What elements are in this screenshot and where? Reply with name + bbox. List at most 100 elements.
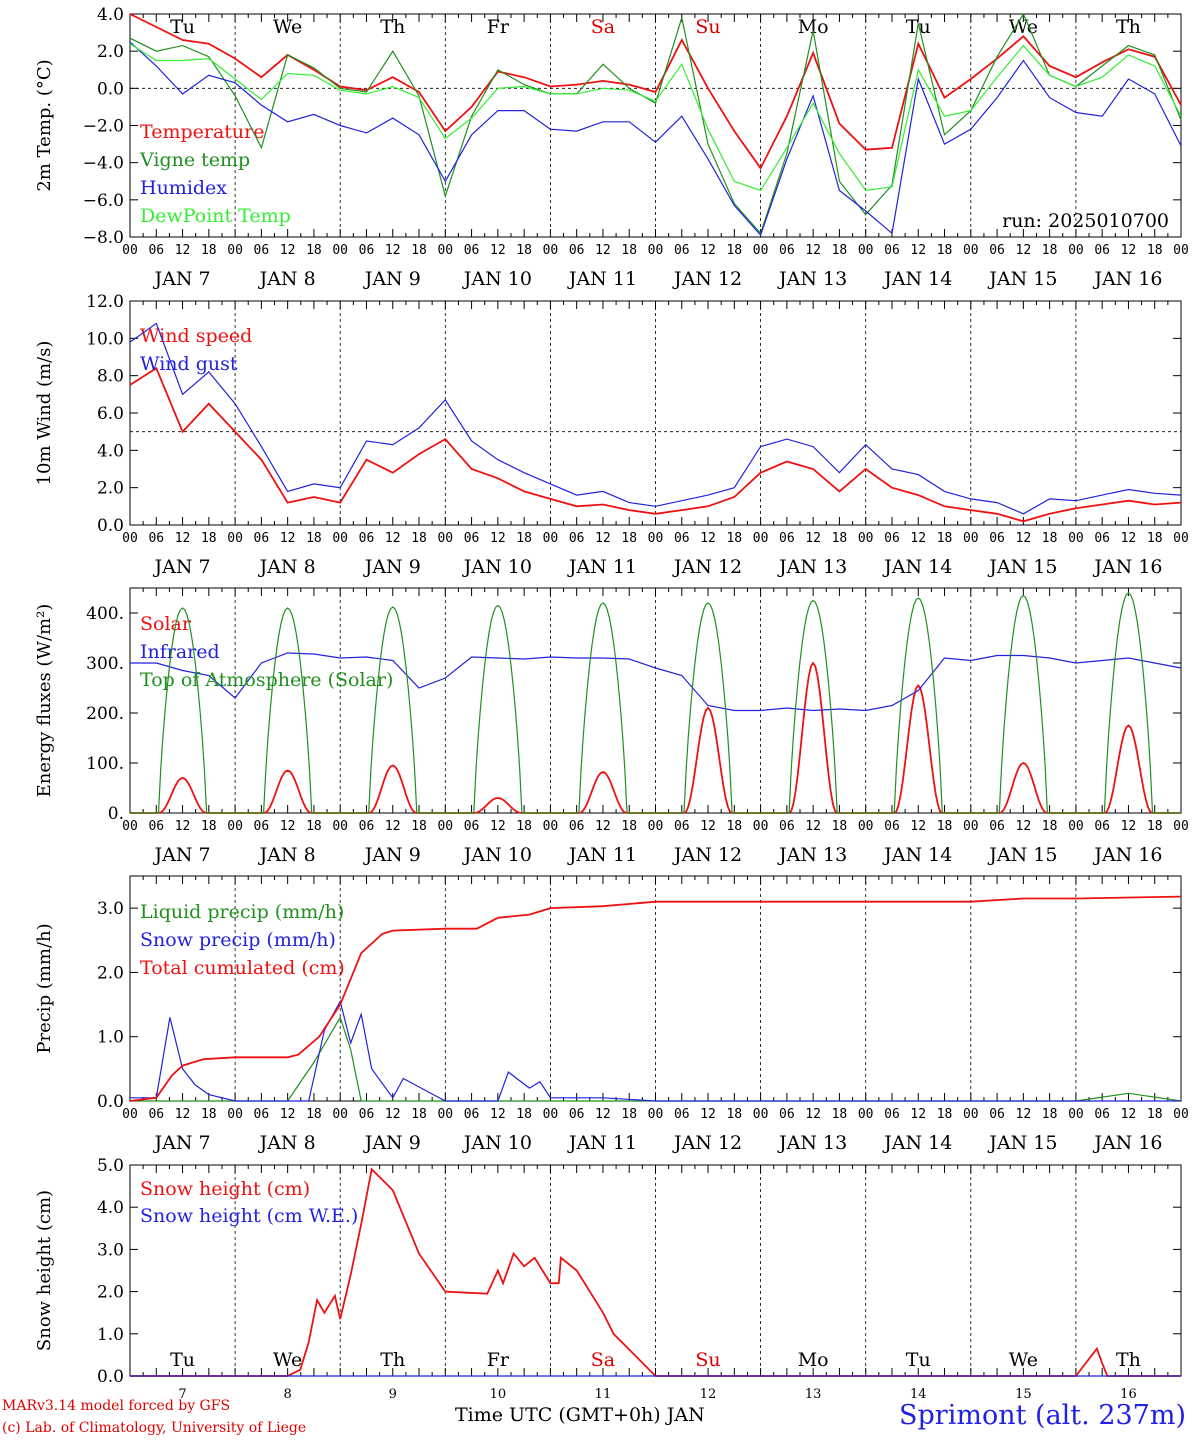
- y-tick-label: 0.: [108, 804, 124, 824]
- legend-entry: Infrared: [140, 641, 220, 663]
- x-hour-label: 00: [753, 531, 769, 546]
- x-hour-label: 06: [569, 819, 585, 834]
- x-hour-label: 06: [779, 1107, 795, 1122]
- x-hour-label: 06: [674, 531, 690, 546]
- weekday-label: Th: [1116, 16, 1141, 38]
- x-hour-label: 06: [464, 1107, 480, 1122]
- y-tick-label: 3.0: [97, 1240, 124, 1260]
- x-day-label: JAN 12: [672, 844, 742, 866]
- x-hour-label: 12: [175, 1107, 191, 1122]
- plot-frame: [129, 13, 1182, 238]
- x-hour-label: 12: [1121, 531, 1137, 546]
- x-hour-label: 12: [175, 819, 191, 834]
- x-day-label: JAN 11: [567, 844, 637, 866]
- x-day-number: 13: [805, 1387, 822, 1402]
- x-hour-label: 18: [1147, 531, 1163, 546]
- x-day-label: JAN 7: [153, 844, 211, 866]
- y-tick-label: 100.: [86, 754, 124, 774]
- x-hour-label: 06: [884, 819, 900, 834]
- x-hour-label: 06: [254, 1107, 270, 1122]
- x-day-number: 15: [1015, 1387, 1032, 1402]
- x-hour-label: 18: [411, 243, 427, 258]
- x-hour-label: 12: [595, 1107, 611, 1122]
- x-hour-label: 06: [989, 819, 1005, 834]
- run-annotation: run: 2025010700: [1002, 210, 1169, 232]
- x-hour-label: 00: [753, 1107, 769, 1122]
- weekday-label: Th: [380, 1349, 405, 1371]
- x-hour-label: 00: [227, 1107, 243, 1122]
- x-hour-label: 00: [858, 819, 874, 834]
- x-day-label: JAN 8: [258, 1132, 316, 1154]
- x-hour-label: 18: [621, 531, 637, 546]
- x-day-number: 12: [700, 1387, 717, 1402]
- x-hour-label: 12: [700, 1107, 716, 1122]
- x-day-label: JAN 8: [258, 268, 316, 290]
- x-hour-label: 12: [805, 819, 821, 834]
- y-tick-label: −6.0: [83, 191, 124, 211]
- series-line-blue: [129, 41, 1182, 237]
- series-line-lime: [129, 43, 1182, 192]
- x-hour-label: 06: [989, 531, 1005, 546]
- x-hour-label: 12: [175, 243, 191, 258]
- series-line-blue: [130, 999, 1181, 1102]
- x-day-label: JAN 9: [363, 844, 421, 866]
- x-hour-label: 18: [1147, 1107, 1163, 1122]
- x-hour-label: 00: [122, 819, 138, 834]
- weekday-label: Th: [1116, 1349, 1141, 1371]
- x-hour-label: 18: [726, 531, 742, 546]
- x-hour-label: 12: [385, 819, 401, 834]
- x-hour-label: 00: [227, 243, 243, 258]
- x-hour-label: 00: [858, 243, 874, 258]
- x-hour-label: 18: [1042, 531, 1058, 546]
- legend-entry: Total cumulated (cm): [140, 957, 345, 979]
- y-tick-label: 1.0: [97, 1325, 124, 1345]
- x-hour-label: 12: [700, 819, 716, 834]
- y-tick-label: 5.0: [97, 1156, 124, 1176]
- chart-panel-5: 5.0 4.0 3.0 2.0 1.0 0.0 Snow height (cm) 7 8 9 10 1…: [34, 1156, 1182, 1402]
- y-tick-label: 8.0: [97, 367, 124, 387]
- x-day-label: JAN 9: [363, 556, 421, 578]
- x-hour-label: 18: [1042, 819, 1058, 834]
- x-hour-label: 12: [805, 531, 821, 546]
- x-hour-label: 06: [148, 531, 164, 546]
- x-hour-label: 00: [963, 1107, 979, 1122]
- x-day-number: 9: [389, 1387, 397, 1402]
- plot-frame: [129, 587, 1182, 814]
- weekday-label: We: [1009, 16, 1038, 38]
- series-line-green: [129, 12, 1182, 235]
- x-hour-label: 00: [122, 1107, 138, 1122]
- y-tick-label: 0.0: [97, 516, 124, 536]
- x-day-label: JAN 13: [777, 844, 847, 866]
- x-hour-label: 18: [832, 819, 848, 834]
- y-tick-label: −8.0: [83, 228, 124, 248]
- x-hour-label: 12: [910, 243, 926, 258]
- legend-entry: DewPoint Temp: [140, 205, 291, 227]
- y-tick-label: 0.0: [97, 79, 124, 99]
- x-hour-label: 06: [359, 243, 375, 258]
- legend-entry: Wind speed: [140, 325, 252, 347]
- weekday-label: We: [273, 1349, 302, 1371]
- x-hour-label: 18: [411, 1107, 427, 1122]
- x-day-label: JAN 13: [777, 556, 847, 578]
- x-hour-label: 18: [306, 531, 322, 546]
- x-hour-label: 06: [464, 243, 480, 258]
- x-hour-label: 18: [306, 1107, 322, 1122]
- x-day-label: JAN 14: [882, 844, 952, 866]
- y-tick-label: 400.: [86, 604, 124, 624]
- x-day-label: JAN 12: [672, 1132, 742, 1154]
- x-hour-label: 00: [648, 531, 664, 546]
- x-day-label: JAN 11: [567, 556, 637, 578]
- x-day-label: JAN 9: [363, 268, 421, 290]
- y-axis-label: 10m Wind (m/s): [34, 341, 55, 486]
- x-hour-label: 06: [254, 243, 270, 258]
- y-tick-label: 6.0: [97, 404, 124, 424]
- x-hour-label: 12: [595, 819, 611, 834]
- x-hour-label: 12: [385, 1107, 401, 1122]
- x-hour-label: 12: [1016, 243, 1032, 258]
- x-hour-label: 00: [1068, 819, 1084, 834]
- weekday-label: Tu: [906, 1349, 931, 1371]
- x-hour-label: 18: [621, 819, 637, 834]
- legend-entry: Temperature: [140, 121, 264, 143]
- x-hour-label: 12: [280, 531, 296, 546]
- x-hour-label: 12: [385, 531, 401, 546]
